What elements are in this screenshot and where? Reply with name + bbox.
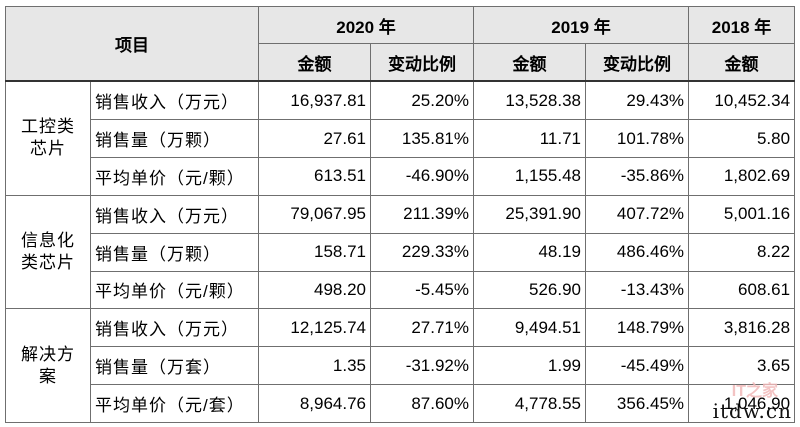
amount-2019: 1,155.48: [473, 156, 587, 196]
change-2019: -13.43%: [585, 270, 690, 310]
change-2019: -45.49%: [585, 346, 690, 386]
amount-2020: 498.20: [258, 270, 371, 310]
amount-2020: 158.71: [258, 232, 371, 272]
amount-2019: 48.19: [473, 232, 587, 272]
table-row: 销售量（万套） 1.35 -31.92% 1.99 -45.49% 3.65: [6, 346, 796, 386]
change-2019: 356.45%: [585, 384, 690, 423]
amount-2019: 13,528.38: [473, 80, 587, 121]
change-2019: 101.78%: [585, 119, 690, 158]
change-2019: 407.72%: [585, 194, 690, 234]
amount-2019: 4,778.55: [473, 384, 587, 423]
metric-label: 销售量（万颗）: [90, 232, 259, 272]
amount-2020: 16,937.81: [258, 80, 371, 121]
change-2020: 211.39%: [369, 194, 475, 234]
change-2020: 27.71%: [369, 308, 475, 348]
table-row: 销售量（万颗） 27.61 135.81% 11.71 101.78% 5.80: [6, 119, 796, 158]
amount-2019: 1.99: [473, 346, 587, 386]
metric-label: 销售量（万套）: [90, 346, 259, 386]
change-2020: 229.33%: [369, 232, 475, 272]
change-header-2019: 变动比例: [585, 43, 690, 82]
table-row: 信息化 类芯片 销售收入（万元） 79,067.95 211.39% 25,39…: [5, 194, 796, 310]
amount-2020: 12,125.74: [258, 308, 371, 348]
amount-2018: 10,452.34: [688, 80, 796, 121]
amount-2020: 1.35: [258, 346, 371, 386]
metric-label: 平均单价（元/颗）: [90, 270, 259, 310]
group-label-line: 解决方: [21, 344, 75, 364]
amount-2019: 526.90: [473, 270, 587, 310]
change-2019: 148.79%: [585, 308, 690, 348]
year-header-2018: 2018 年: [688, 6, 796, 44]
header-row-labels: 金额 变动比例 金额 变动比例 金额: [6, 43, 796, 82]
change-2020: 135.81%: [369, 119, 475, 158]
group-label-line: 芯片: [30, 139, 66, 159]
metric-label: 平均单价（元/颗）: [90, 156, 259, 196]
amount-2018: 3,816.28: [688, 308, 796, 348]
amount-2020: 27.61: [258, 119, 371, 158]
table-row: 平均单价（元/颗） 498.20 -5.45% 526.90 -13.43% 6…: [6, 270, 796, 310]
amount-2020: 8,964.76: [258, 384, 371, 423]
table-row: 平均单价（元/颗） 613.51 -46.90% 1,155.48 -35.86…: [6, 156, 796, 196]
group-label-line: 工控类: [21, 117, 75, 137]
group-label-line: 案: [39, 366, 57, 386]
change-2019: 486.46%: [585, 232, 690, 272]
amount-2020: 613.51: [258, 156, 371, 196]
group-label-solutions: 解决方 案: [5, 308, 91, 423]
change-2020: 25.20%: [369, 80, 475, 121]
change-2020: -46.90%: [369, 156, 475, 196]
amount-2020: 79,067.95: [258, 194, 371, 234]
change-2020: 87.60%: [369, 384, 475, 423]
item-header: 项目: [5, 6, 259, 82]
amount-header-2020: 金额: [258, 43, 371, 82]
change-2020: -31.92%: [369, 346, 475, 386]
amount-2019: 11.71: [473, 119, 587, 158]
group-label-line: 类芯片: [21, 253, 75, 273]
change-2020: -5.45%: [369, 270, 475, 310]
amount-2018: 608.61: [688, 270, 796, 310]
change-2019: -35.86%: [585, 156, 690, 196]
table-row: 工控类 芯片 销售收入（万元） 16,937.81 25.20% 13,528.…: [5, 80, 796, 196]
table-row: 平均单价（元/套） 8,964.76 87.60% 4,778.55 356.4…: [6, 384, 796, 423]
group-label-line: 信息化: [21, 231, 75, 251]
watermark-text: itdw.cn: [712, 399, 792, 423]
watermark-badge: IT之家: [731, 383, 778, 400]
metric-label: 销售收入（万元）: [90, 194, 259, 234]
metric-label: 销售量（万颗）: [90, 119, 259, 158]
year-header-2019: 2019 年: [473, 6, 690, 44]
table-row: 销售量（万颗） 158.71 229.33% 48.19 486.46% 8.2…: [6, 232, 796, 272]
amount-2018: 5,001.16: [688, 194, 796, 234]
financial-table: 项目 2020 年 2019 年 2018 年 金额 变动比例 金额 变动比例 …: [5, 6, 796, 423]
header-row-years: 项目 2020 年 2019 年 2018 年: [5, 6, 796, 82]
metric-label: 销售收入（万元）: [90, 308, 259, 348]
amount-2018: 8.22: [688, 232, 796, 272]
amount-2018: 1,046.90: [688, 384, 796, 423]
change-header-2020: 变动比例: [369, 43, 475, 82]
change-2019: 29.43%: [585, 80, 690, 121]
table-row: 解决方 案 销售收入（万元） 12,125.74 27.71% 9,494.51…: [5, 308, 796, 423]
group-label-industrial: 工控类 芯片: [5, 80, 91, 196]
group-label-informatization: 信息化 类芯片: [5, 194, 91, 310]
amount-2019: 9,494.51: [473, 308, 587, 348]
amount-2018: 1,802.69: [688, 156, 796, 196]
metric-label: 销售收入（万元）: [90, 80, 259, 121]
amount-2019: 25,391.90: [473, 194, 587, 234]
amount-header-2018: 金额: [688, 43, 796, 82]
metric-label: 平均单价（元/套）: [90, 384, 259, 423]
amount-header-2019: 金额: [473, 43, 587, 82]
amount-2018: 5.80: [688, 119, 796, 158]
year-header-2020: 2020 年: [257, 6, 475, 44]
